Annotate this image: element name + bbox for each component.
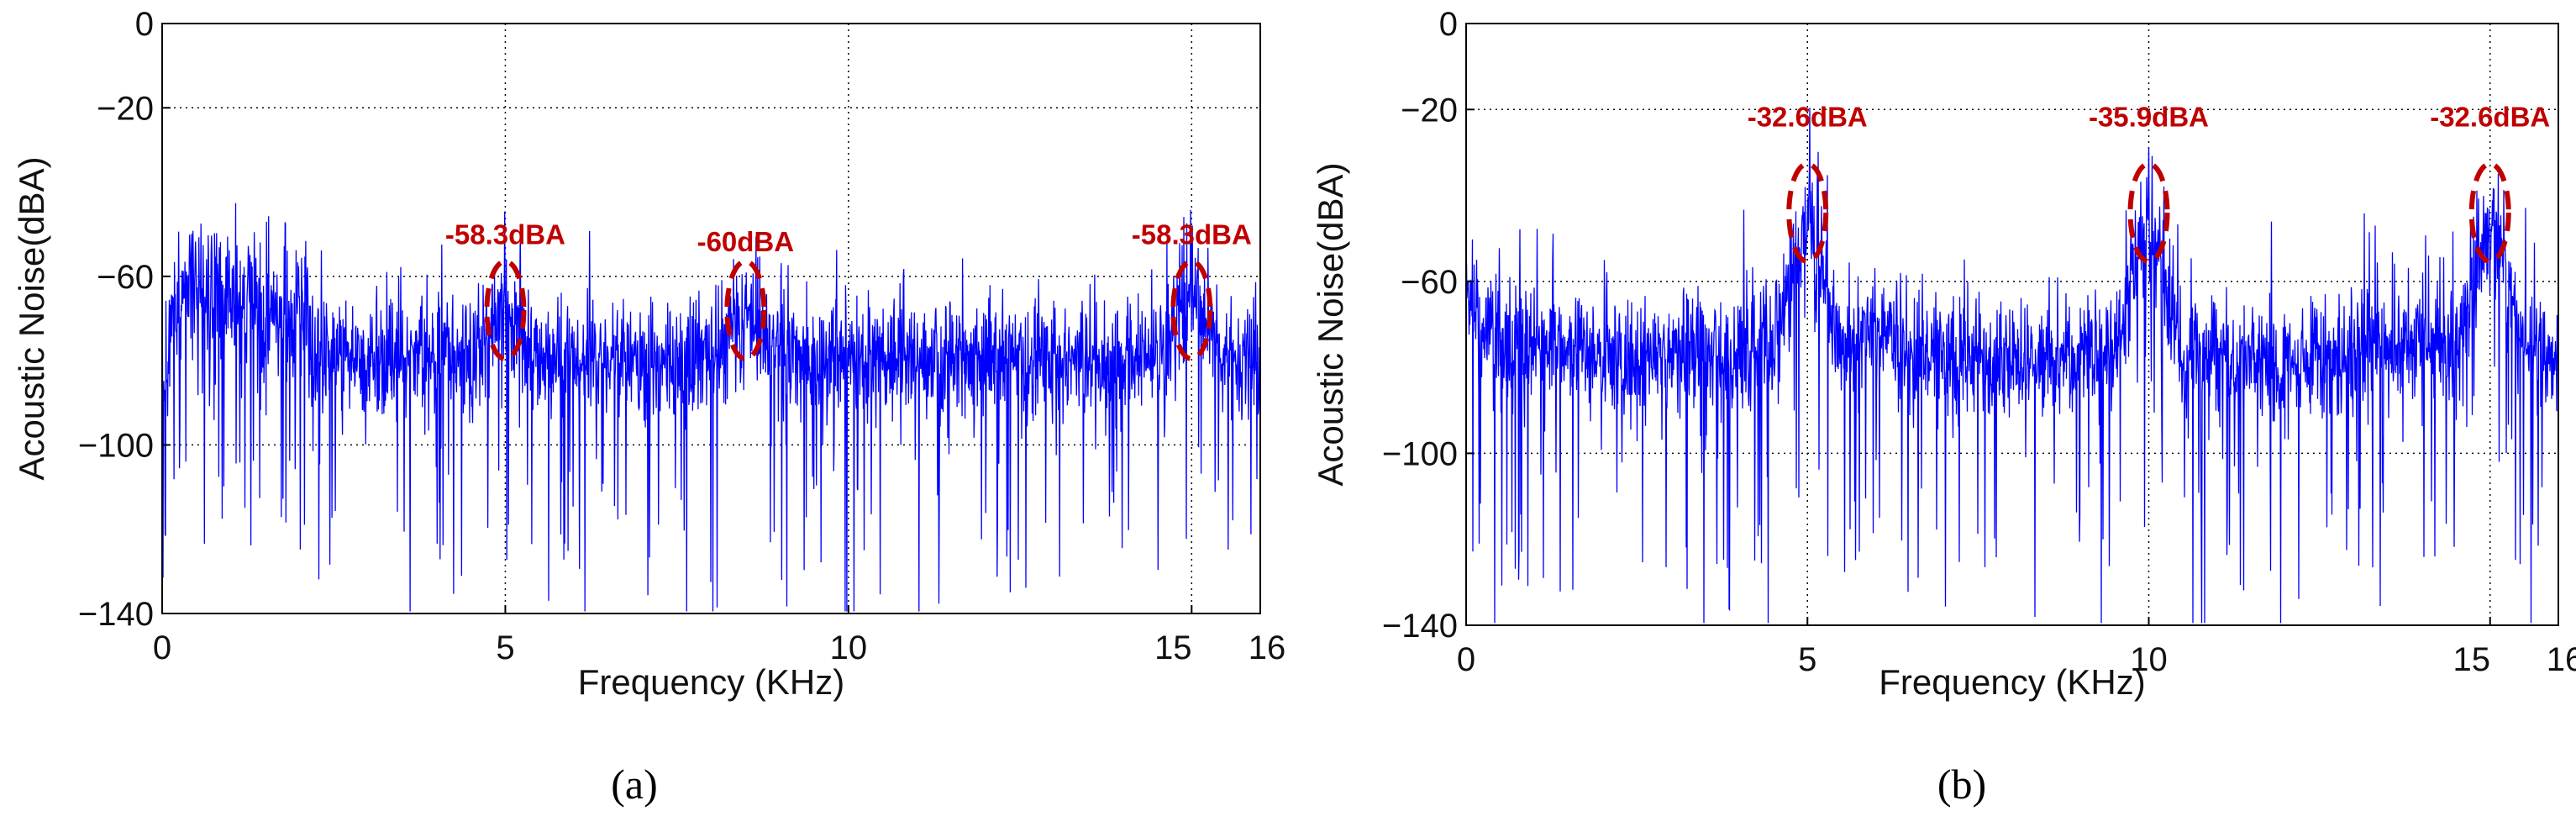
y-tick-label: −20 bbox=[1401, 92, 1458, 129]
panel-b: 0 5 10 15 16 0 −20 −60 −100 −140 Frequency (KHz) Ac… bbox=[1311, 6, 2576, 808]
y-tick-label: 0 bbox=[135, 6, 154, 43]
y-axis-label: Acoustic Noise(dBA) bbox=[1311, 162, 1350, 486]
panel-label: (a) bbox=[611, 761, 658, 808]
annotation-ellipse bbox=[2468, 161, 2511, 265]
x-tick-label: 15 bbox=[2453, 641, 2491, 678]
x-axis-label: Frequency (KHz) bbox=[578, 662, 844, 702]
y-axis-label: Acoustic Noise(dBA) bbox=[12, 156, 51, 480]
y-tick-label: −140 bbox=[1382, 608, 1458, 645]
y-tick-label: 0 bbox=[1439, 6, 1458, 43]
y-tick-label: −60 bbox=[97, 259, 154, 296]
annotation-ellipse bbox=[1170, 258, 1213, 361]
annotation-ellipse bbox=[1786, 161, 1829, 265]
plot-frame bbox=[1465, 23, 2559, 626]
annotation-label: -58.3dBA bbox=[445, 219, 565, 250]
annotation-label: -35.9dBA bbox=[2089, 102, 2209, 133]
annotation-ellipse bbox=[724, 258, 767, 361]
y-tick-label: −100 bbox=[1382, 435, 1458, 472]
annotation-label: -58.3dBA bbox=[1132, 219, 1252, 250]
x-tick-label: 16 bbox=[1249, 629, 1286, 666]
y-tick-label: −20 bbox=[97, 90, 154, 127]
annotation-label: -60dBA bbox=[697, 226, 795, 257]
x-tick-label: 10 bbox=[830, 629, 868, 666]
noise-trace bbox=[161, 203, 1261, 612]
annotation-label: -32.6dBA bbox=[1748, 102, 1868, 133]
panel-label: (b) bbox=[1937, 761, 1986, 808]
x-tick-label: 0 bbox=[153, 629, 171, 666]
annotation-ellipse bbox=[2127, 161, 2170, 265]
annotation-label: -32.6dBA bbox=[2430, 102, 2550, 133]
x-tick-label: 5 bbox=[1798, 641, 1816, 678]
x-tick-label: 5 bbox=[496, 629, 514, 666]
x-tick-label: 10 bbox=[2130, 641, 2168, 678]
y-tick-label: −100 bbox=[78, 427, 154, 464]
x-tick-label: 16 bbox=[2547, 641, 2576, 678]
panel-a: 0 5 10 15 16 0 −20 −60 −100 −140 Frequency (KHz) Ac… bbox=[12, 6, 1285, 808]
y-tick-label: −60 bbox=[1401, 264, 1458, 301]
y-tick-label: −140 bbox=[78, 596, 154, 633]
x-axis-label: Frequency (KHz) bbox=[1879, 662, 2145, 702]
noise-trace bbox=[1465, 108, 2559, 624]
annotation-ellipse bbox=[484, 258, 527, 361]
plot-frame bbox=[161, 23, 1261, 614]
x-tick-label: 15 bbox=[1154, 629, 1192, 666]
x-tick-label: 0 bbox=[1457, 641, 1475, 678]
